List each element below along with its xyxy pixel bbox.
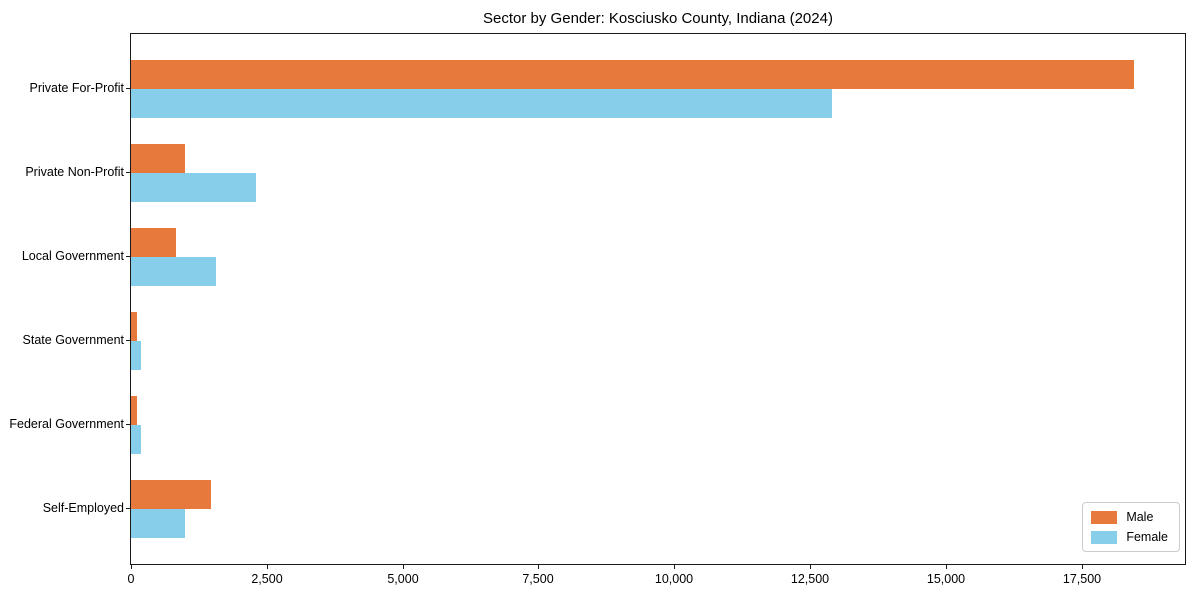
bar-male-2 [131, 144, 185, 173]
y-category-label: State Government [22, 333, 124, 347]
bar-female-5 [131, 425, 141, 454]
legend-swatch-male [1091, 510, 1118, 524]
y-tick-mark [126, 256, 130, 257]
legend-label-female: Female [1126, 530, 1168, 544]
x-tick-mark [1082, 565, 1083, 569]
x-tick-mark [267, 565, 268, 569]
y-tick-mark [126, 508, 130, 509]
y-tick-mark [126, 172, 130, 173]
bar-female-1 [131, 89, 832, 118]
x-tick-label: 7,500 [522, 572, 554, 586]
x-tick-mark [131, 565, 132, 569]
legend-item-male: Male [1091, 510, 1168, 524]
y-category-label: Private For-Profit [29, 81, 124, 95]
bar-male-6 [131, 480, 211, 509]
y-tick-mark [126, 424, 130, 425]
bar-female-3 [131, 257, 216, 286]
bar-female-2 [131, 173, 256, 202]
y-tick-mark [126, 340, 130, 341]
bar-female-4 [131, 341, 141, 370]
y-category-label: Local Government [21, 249, 124, 263]
y-category-label: Private Non-Profit [25, 165, 124, 179]
x-tick-mark [810, 565, 811, 569]
bar-male-5 [131, 396, 137, 425]
x-tick-mark [674, 565, 675, 569]
x-tick-mark [538, 565, 539, 569]
legend: Male Female [1082, 502, 1180, 552]
plot-area: Male Female [130, 33, 1186, 565]
x-tick-label: 5,000 [387, 572, 419, 586]
y-category-label: Self-Employed [42, 501, 124, 515]
bar-male-1 [131, 60, 1134, 89]
bar-male-3 [131, 228, 176, 257]
x-tick-label: 15,000 [926, 572, 966, 586]
x-tick-label: 17,500 [1062, 572, 1102, 586]
x-tick-label: 12,500 [790, 572, 830, 586]
bar-female-6 [131, 509, 185, 538]
y-tick-mark [126, 88, 130, 89]
x-tick-label: 0 [127, 572, 135, 586]
legend-item-female: Female [1091, 530, 1168, 544]
chart-title: Sector by Gender: Kosciusko County, Indi… [483, 10, 833, 27]
x-tick-label: 2,500 [251, 572, 283, 586]
x-tick-label: 10,000 [654, 572, 694, 586]
x-tick-mark [403, 565, 404, 569]
legend-swatch-female [1091, 530, 1118, 544]
y-category-label: Federal Government [9, 417, 124, 431]
x-tick-mark [946, 565, 947, 569]
bar-male-4 [131, 312, 137, 341]
legend-label-male: Male [1126, 510, 1154, 524]
